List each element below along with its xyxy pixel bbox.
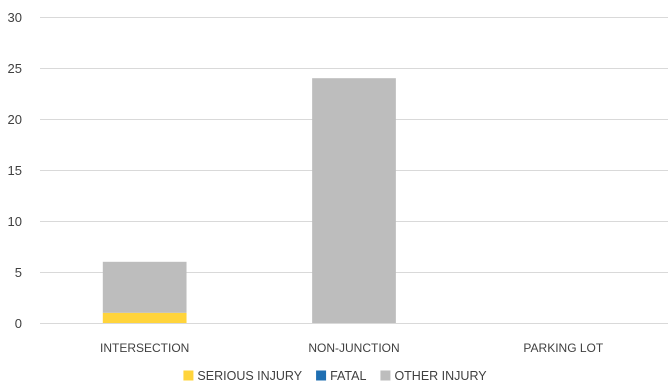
- x-category-label: INTERSECTION: [100, 341, 189, 355]
- x-category-label: NON-JUNCTION: [308, 341, 399, 355]
- legend-swatch-fatal: [316, 370, 327, 381]
- bar-other-injury-intersection: [102, 261, 187, 313]
- y-tick-label: 0: [15, 316, 22, 331]
- x-axis-categories: INTERSECTION NON-JUNCTION PARKING LOT: [100, 341, 604, 355]
- legend-swatch-other-injury: [380, 370, 391, 381]
- bar-other-injury-non-junction: [312, 78, 396, 323]
- bar-serious-injury-intersection: [102, 312, 187, 323]
- legend-swatch-serious-injury: [183, 370, 194, 381]
- legend-label: OTHER INJURY: [394, 369, 487, 383]
- x-category-label: PARKING LOT: [523, 341, 603, 355]
- y-tick-label: 30: [8, 10, 22, 25]
- y-tick-label: 25: [8, 61, 22, 76]
- bars: [102, 78, 396, 323]
- y-tick-label: 20: [8, 112, 22, 127]
- y-tick-label: 15: [8, 163, 22, 178]
- y-tick-label: 5: [15, 265, 22, 280]
- y-tick-label: 10: [8, 214, 22, 229]
- y-axis-ticks: 0 5 10 15 20 25 30: [8, 10, 22, 331]
- legend-label: FATAL: [330, 369, 366, 383]
- legend: SERIOUS INJURY FATAL OTHER INJURY: [183, 369, 487, 383]
- legend-label: SERIOUS INJURY: [197, 369, 302, 383]
